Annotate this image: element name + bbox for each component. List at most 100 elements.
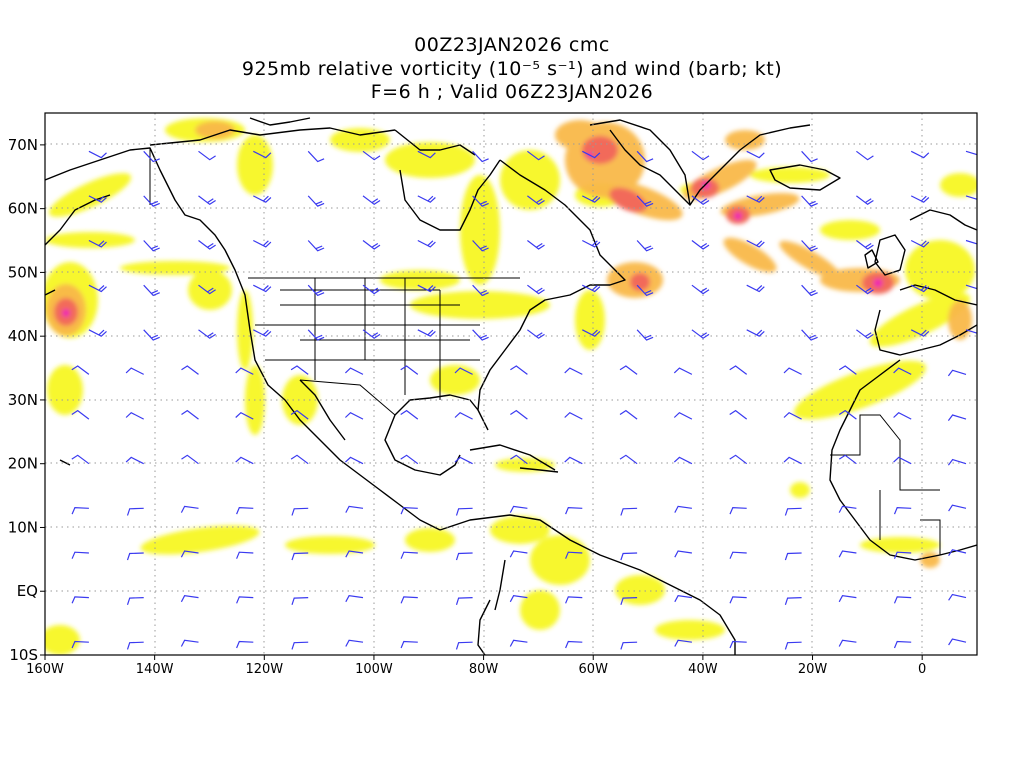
wind-barb [417, 329, 436, 337]
wind-barb [801, 329, 818, 341]
wind-barb [235, 367, 254, 375]
wind-barb [71, 409, 90, 420]
wind-barb [455, 507, 473, 516]
wind-barb [417, 195, 436, 203]
wind-barb [746, 329, 765, 337]
wind-barb [400, 596, 418, 604]
wind-barb [620, 552, 638, 561]
wind-barb [509, 550, 528, 558]
wind-barb [784, 552, 802, 561]
wind-barb [527, 150, 545, 161]
wind-barb [565, 551, 583, 559]
wind-barb [856, 240, 874, 250]
wind-barb [910, 150, 930, 159]
wind-barb [729, 551, 747, 559]
wind-barb [674, 550, 692, 558]
wind-barb [291, 507, 309, 516]
wind-barb [307, 329, 325, 341]
wind-barb [362, 329, 381, 339]
wind-barb [784, 507, 802, 516]
lon-tick-label: 160W [26, 662, 64, 677]
wind-barb [455, 597, 473, 605]
wind-barb [510, 409, 528, 420]
lat-tick-labels: 70N 60N 50N 40N 30N 20N 10N EQ 10S [8, 136, 45, 664]
wind-barb [291, 641, 309, 650]
wind-barb [290, 409, 309, 420]
wind-barb [746, 150, 765, 159]
wind-barb [472, 150, 489, 163]
wind-barb [455, 552, 473, 561]
title-line-1: 00Z23JAN2026 cmc [414, 34, 610, 56]
wind-barb [126, 597, 144, 605]
wind-barb [235, 456, 254, 465]
wind-barb [856, 195, 874, 206]
wind-barb [674, 505, 692, 513]
wind-barb [126, 552, 144, 561]
wind-barb [801, 240, 818, 252]
wind-barb [565, 640, 583, 649]
wind-barb [345, 639, 364, 647]
wind-barb [181, 454, 199, 465]
wind-barb [564, 456, 583, 465]
wind-barb [198, 284, 216, 295]
wind-barb [636, 284, 654, 297]
wind-barb [88, 195, 107, 203]
wind-barb [910, 195, 930, 203]
wind-barb [125, 456, 144, 465]
wind-barb [893, 506, 912, 515]
wind-barb [307, 150, 325, 163]
wind-barb [582, 284, 601, 293]
lon-tick-label: 100W [355, 662, 393, 677]
wind-barb [838, 639, 857, 647]
wind-barb [417, 150, 436, 159]
wind-barb [619, 365, 638, 375]
wind-barb [965, 195, 977, 200]
wind-barb [472, 195, 489, 207]
wind-barb [838, 365, 857, 375]
wind-barb [362, 284, 381, 295]
lon-tick-label: 120W [245, 662, 283, 677]
wind-barb [856, 329, 874, 339]
lat-tick-label: 10S [9, 646, 38, 664]
wind-barb [400, 365, 419, 375]
wind-barb [180, 595, 199, 603]
title-line-3: F=6 h ; Valid 06Z23JAN2026 [370, 81, 654, 103]
wind-barb [910, 329, 930, 337]
lat-tick-label: 70N [8, 136, 38, 154]
wind-barb [965, 329, 977, 334]
wind-barb [527, 240, 545, 250]
wind-barb [400, 409, 419, 420]
wind-barb [746, 239, 765, 248]
wind-barb [948, 593, 967, 601]
wind-barb [783, 456, 802, 465]
wind-barb [565, 506, 583, 515]
wind-barb [910, 284, 930, 293]
wind-barb [729, 640, 747, 649]
wind-barb [180, 639, 199, 647]
wind-barb [88, 239, 107, 248]
wind-barb [291, 552, 309, 561]
wind-barb [801, 150, 818, 163]
wind-barb [965, 284, 977, 290]
wind-barb [582, 239, 601, 248]
wind-barb [236, 551, 254, 559]
wind-barb [564, 367, 583, 375]
wind-barb [71, 454, 90, 465]
wind-barb [801, 284, 818, 297]
coastlines [45, 117, 977, 655]
wind-barb [620, 641, 638, 650]
lon-tick-label: 140W [136, 662, 174, 677]
wind-barb [729, 365, 748, 375]
wind-barb [619, 454, 638, 465]
lat-tick-label: EQ [17, 582, 38, 600]
wind-barb [362, 240, 381, 250]
wind-barb [893, 640, 912, 649]
wind-barb [344, 367, 364, 375]
wind-barb [180, 505, 199, 513]
wind-barb [362, 150, 381, 161]
wind-barb [307, 284, 325, 297]
wind-barb [674, 595, 692, 603]
wind-barb [143, 240, 160, 252]
wind-barb [143, 329, 160, 341]
